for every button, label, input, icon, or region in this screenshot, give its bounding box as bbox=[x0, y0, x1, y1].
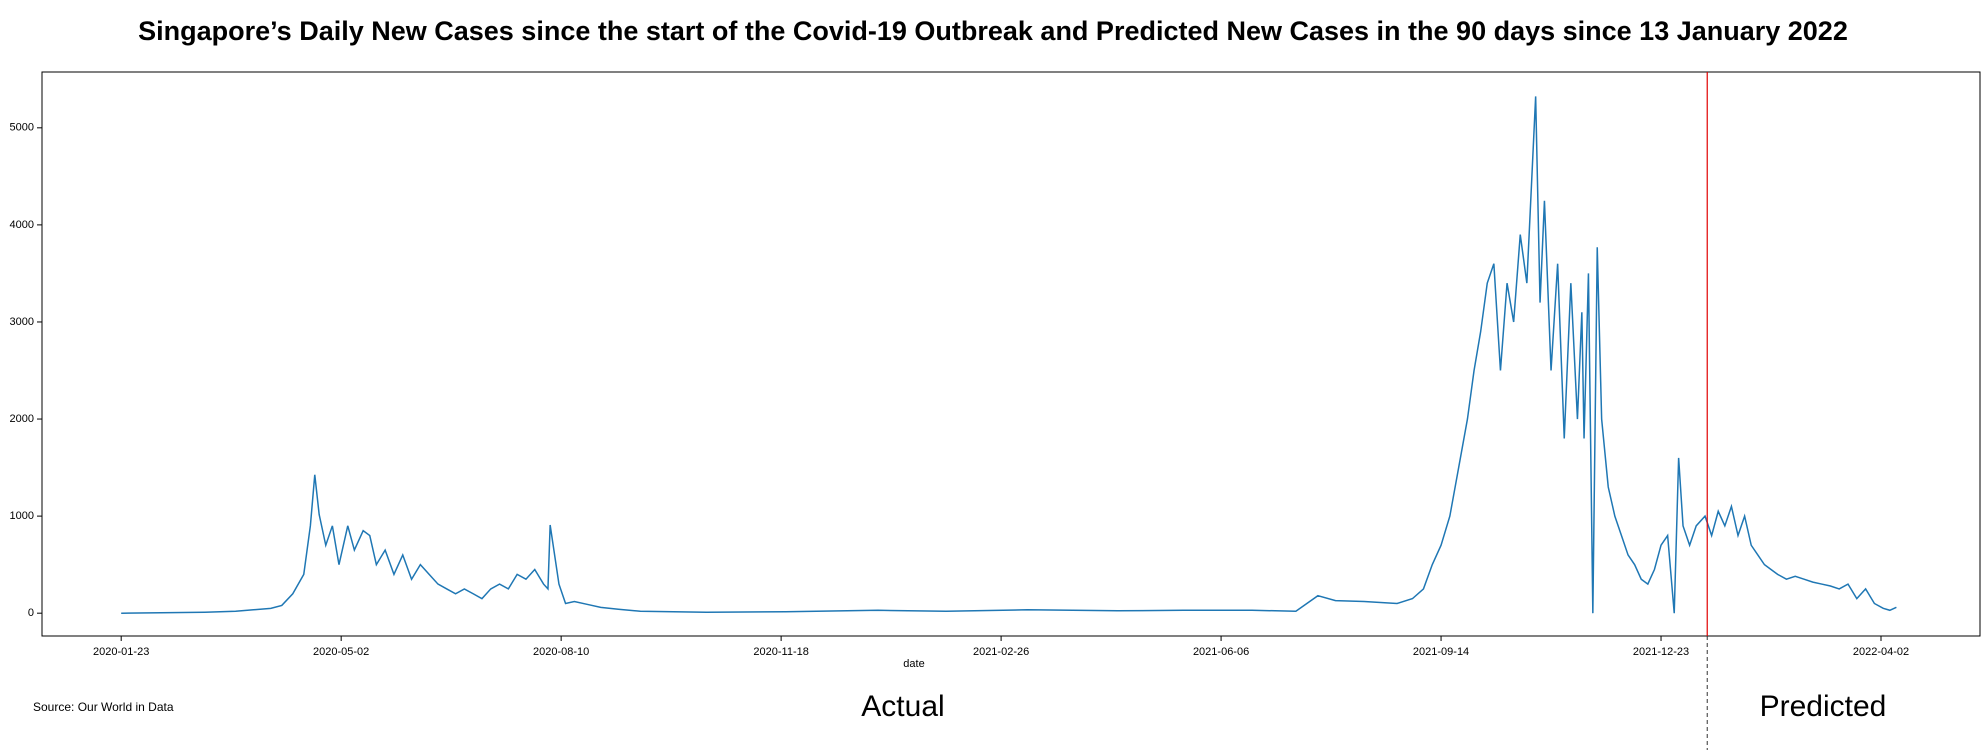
source-note: Source: Our World in Data bbox=[33, 700, 174, 714]
plot-frame bbox=[41, 71, 1981, 637]
y-tick-label: 1000 bbox=[10, 510, 34, 522]
y-tick-label: 0 bbox=[28, 607, 34, 619]
y-tick-label: 5000 bbox=[10, 122, 34, 134]
y-tick-label: 4000 bbox=[10, 219, 34, 231]
x-tick-label: 2021-12-23 bbox=[1633, 646, 1689, 658]
x-tick-label: 2020-08-10 bbox=[533, 646, 589, 658]
x-tick-label: 2020-11-18 bbox=[753, 646, 808, 658]
x-tick-label: 2020-05-02 bbox=[313, 646, 369, 658]
x-tick-label: 2020-01-23 bbox=[93, 646, 149, 658]
y-tick-label: 2000 bbox=[10, 413, 34, 425]
y-tick-label: 3000 bbox=[10, 316, 34, 328]
annotation-actual: Actual bbox=[861, 690, 944, 723]
x-tick-label: 2021-09-14 bbox=[1413, 646, 1469, 658]
series-line bbox=[121, 96, 1897, 614]
chart-title: Singapore’s Daily New Cases since the st… bbox=[138, 16, 1848, 46]
x-tick-label: 2021-06-06 bbox=[1193, 646, 1249, 658]
x-tick-label: 2021-02-26 bbox=[973, 646, 1029, 658]
x-tick-label: 2022-04-02 bbox=[1853, 646, 1909, 658]
annotation-predicted: Predicted bbox=[1760, 690, 1887, 723]
x-axis-label: date bbox=[903, 658, 924, 670]
